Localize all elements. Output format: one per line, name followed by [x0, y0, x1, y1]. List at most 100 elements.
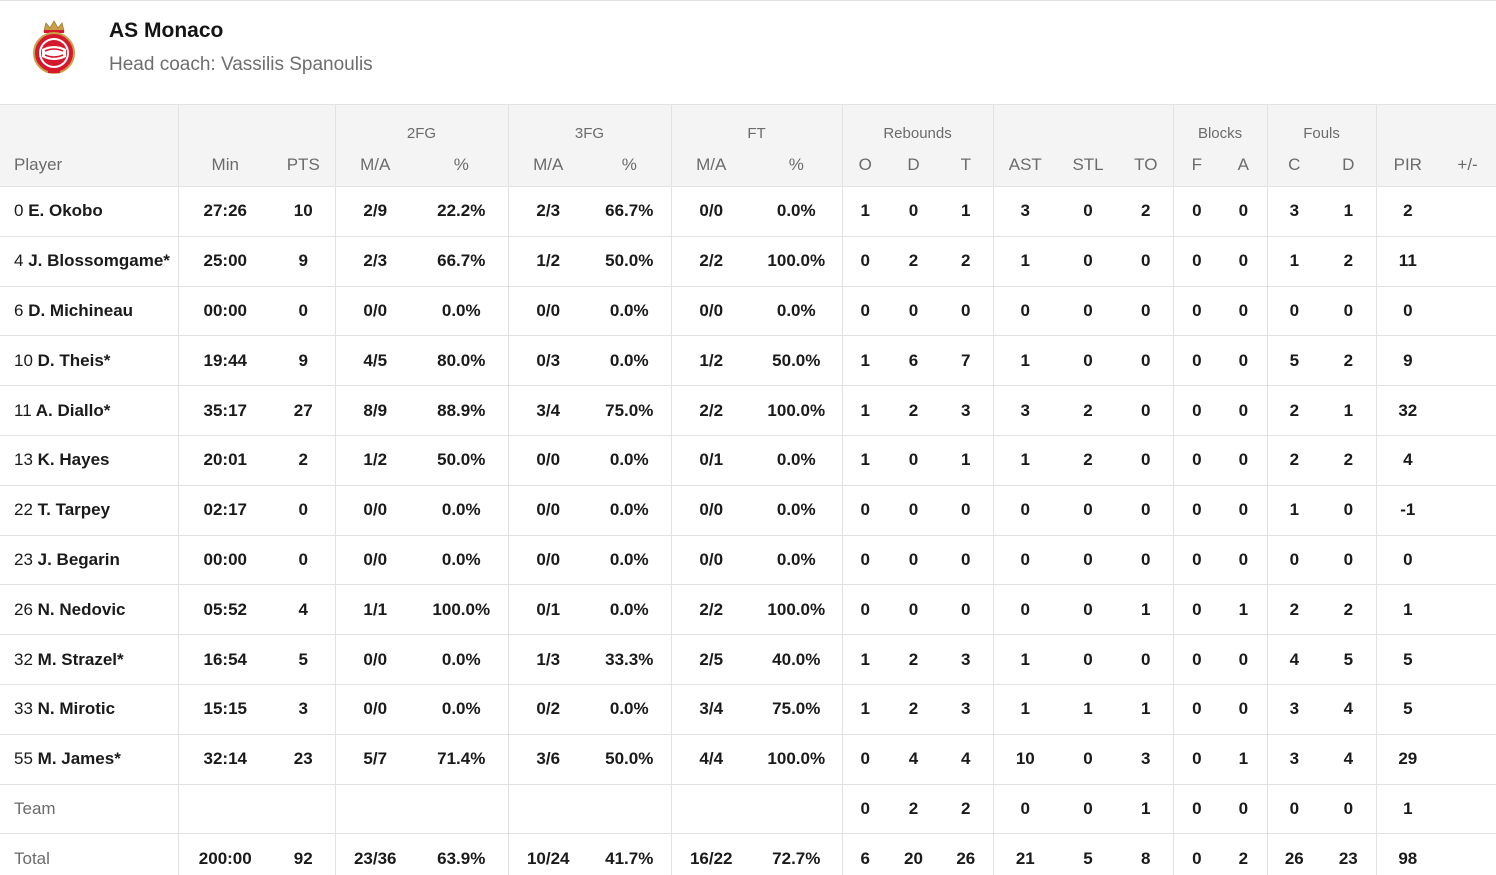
cell-ft-pct: 0.0%: [751, 485, 843, 536]
col-foul-c[interactable]: C: [1266, 144, 1322, 187]
cell-plusminus: [1439, 236, 1496, 287]
player-name-link[interactable]: M. Strazel*: [37, 649, 124, 669]
cell-min: 200:00: [177, 833, 272, 875]
cell-to: 0: [1119, 535, 1174, 586]
col-2fg-pct[interactable]: %: [415, 144, 508, 187]
player-name-link[interactable]: N. Nedovic: [37, 599, 126, 619]
cell-pts: 0: [272, 485, 335, 536]
cell-min: 27:26: [177, 186, 272, 237]
cell-ast: 0: [992, 784, 1058, 835]
col-foul-d[interactable]: D: [1321, 144, 1377, 187]
col-blk-a[interactable]: A: [1220, 144, 1268, 187]
player-name-link[interactable]: N. Mirotic: [37, 699, 116, 719]
cell-foul-c: 1: [1266, 236, 1322, 287]
cell-reb-t: 26: [956, 849, 976, 868]
cell-pir: 0: [1375, 286, 1440, 337]
player-name-link[interactable]: E. Okobo: [28, 201, 103, 221]
col-reb-o[interactable]: O: [841, 144, 889, 187]
cell-pir: 1: [1375, 584, 1440, 636]
cell-3fg-ma: 1/2: [507, 236, 588, 287]
col-pir[interactable]: PIR: [1375, 144, 1440, 187]
player-name-link[interactable]: A. Diallo*: [35, 400, 111, 420]
col-ast[interactable]: AST: [992, 144, 1058, 187]
player-cell[interactable]: 55 M. James*: [0, 734, 178, 785]
total-row: Total 200:00 92 23/36 63.9% 10/24 41.7% 16/22 72…: [0, 833, 1496, 875]
cell-blk-a: 0: [1220, 684, 1268, 735]
player-cell[interactable]: 33 N. Mirotic: [0, 684, 178, 735]
col-pts[interactable]: PTS: [272, 144, 335, 187]
col-plusminus[interactable]: +/-: [1439, 144, 1496, 187]
col-to[interactable]: TO: [1119, 144, 1174, 187]
cell-3fg-ma: 0/0: [507, 286, 588, 337]
box-score-table: 2FG 3FG FT Rebounds Blocks Fouls Player …: [0, 104, 1496, 875]
cell-stl: 0: [1057, 535, 1120, 586]
cell-reb-d: 0: [888, 485, 940, 536]
cell-reb-o: 0: [841, 784, 889, 835]
cell-plusminus: [1439, 485, 1496, 536]
cell-3fg-pct: 66.7%: [588, 186, 671, 237]
cell-2fg-ma: 23/36: [334, 833, 415, 875]
player-number: 6: [14, 300, 24, 320]
col-2fg-ma[interactable]: M/A: [334, 144, 415, 187]
as-monaco-crest-icon: [33, 20, 75, 74]
player-number: 26: [14, 599, 33, 619]
player-number: 55: [14, 749, 33, 769]
cell-2fg-ma: 0/0: [334, 634, 415, 685]
cell-reb-t: 4: [939, 734, 994, 785]
table-row: 26 N. Nedovic 05:52 4 1/1 100.0% 0/1 0.0% 2/2 10…: [0, 584, 1496, 636]
player-number: 4: [14, 251, 24, 271]
col-reb-d[interactable]: D: [888, 144, 940, 187]
team-row-label: Team: [0, 784, 178, 835]
player-cell[interactable]: 13 K. Hayes: [0, 435, 178, 486]
player-cell[interactable]: 6 D. Michineau: [0, 286, 178, 337]
cell-ft-ma: [670, 784, 751, 835]
cell-plusminus: [1439, 684, 1496, 735]
player-name-link[interactable]: J. Blossomgame*: [28, 251, 170, 271]
cell-ft-pct: 100.0%: [751, 385, 843, 436]
player-cell[interactable]: 32 M. Strazel*: [0, 634, 178, 685]
cell-blk-a: 0: [1220, 634, 1268, 685]
cell-pir: -1: [1375, 485, 1440, 536]
col-3fg-ma[interactable]: M/A: [507, 144, 588, 187]
cell-3fg-ma: 3/6: [507, 734, 588, 785]
cell-3fg-pct: [588, 784, 671, 835]
cell-min: 00:00: [177, 535, 272, 586]
player-name-link[interactable]: M. James*: [37, 749, 121, 769]
player-name-link[interactable]: J. Begarin: [37, 549, 120, 569]
cell-blk-f: 0: [1172, 485, 1221, 536]
cell-foul-c: 26: [1266, 833, 1322, 875]
player-cell[interactable]: 11 A. Diallo*: [0, 385, 178, 436]
cell-2fg-ma: 1/2: [334, 435, 415, 486]
player-cell[interactable]: 0 E. Okobo: [0, 186, 178, 237]
cell-reb-o: 0: [841, 734, 889, 785]
player-name-link[interactable]: K. Hayes: [37, 450, 110, 470]
player-name-link[interactable]: D. Michineau: [28, 300, 134, 320]
col-stl[interactable]: STL: [1057, 144, 1120, 187]
player-name-link[interactable]: T. Tarpey: [37, 500, 111, 520]
cell-ft-pct: 0.0%: [751, 435, 843, 486]
cell-2fg-ma: 0/0: [334, 286, 415, 337]
player-cell[interactable]: 26 N. Nedovic: [0, 584, 178, 636]
player-cell[interactable]: 23 J. Begarin: [0, 535, 178, 586]
cell-2fg-pct: 0.0%: [415, 684, 508, 735]
col-min[interactable]: Min: [177, 144, 272, 187]
cell-ft-pct: 75.0%: [751, 684, 843, 735]
cell-3fg-ma: 0/3: [507, 335, 588, 387]
col-3fg-pct[interactable]: %: [588, 144, 671, 187]
cell-min: 05:52: [177, 584, 272, 636]
col-ft-pct[interactable]: %: [751, 144, 843, 187]
col-player[interactable]: Player: [0, 144, 178, 187]
cell-blk-a: 0: [1220, 335, 1268, 387]
cell-to: 0: [1119, 634, 1174, 685]
table-row: 13 K. Hayes 20:01 2 1/2 50.0% 0/0 0.0% 0/1 0.0% 1…: [0, 435, 1496, 486]
cell-ft-ma: 2/5: [670, 634, 751, 685]
player-name-link[interactable]: D. Theis*: [37, 350, 111, 370]
col-ft-ma[interactable]: M/A: [670, 144, 751, 187]
col-reb-t[interactable]: T: [939, 144, 994, 187]
player-cell[interactable]: 10 D. Theis*: [0, 335, 178, 387]
col-blk-f[interactable]: F: [1172, 144, 1221, 187]
cell-ft-ma: 2/2: [670, 385, 751, 436]
cell-foul-d: 5: [1321, 634, 1377, 685]
player-cell[interactable]: 22 T. Tarpey: [0, 485, 178, 536]
player-cell[interactable]: 4 J. Blossomgame*: [0, 236, 178, 287]
